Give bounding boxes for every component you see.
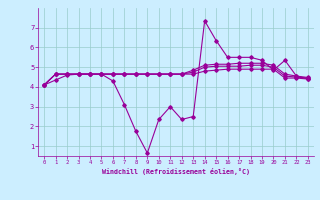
X-axis label: Windchill (Refroidissement éolien,°C): Windchill (Refroidissement éolien,°C) (102, 168, 250, 175)
